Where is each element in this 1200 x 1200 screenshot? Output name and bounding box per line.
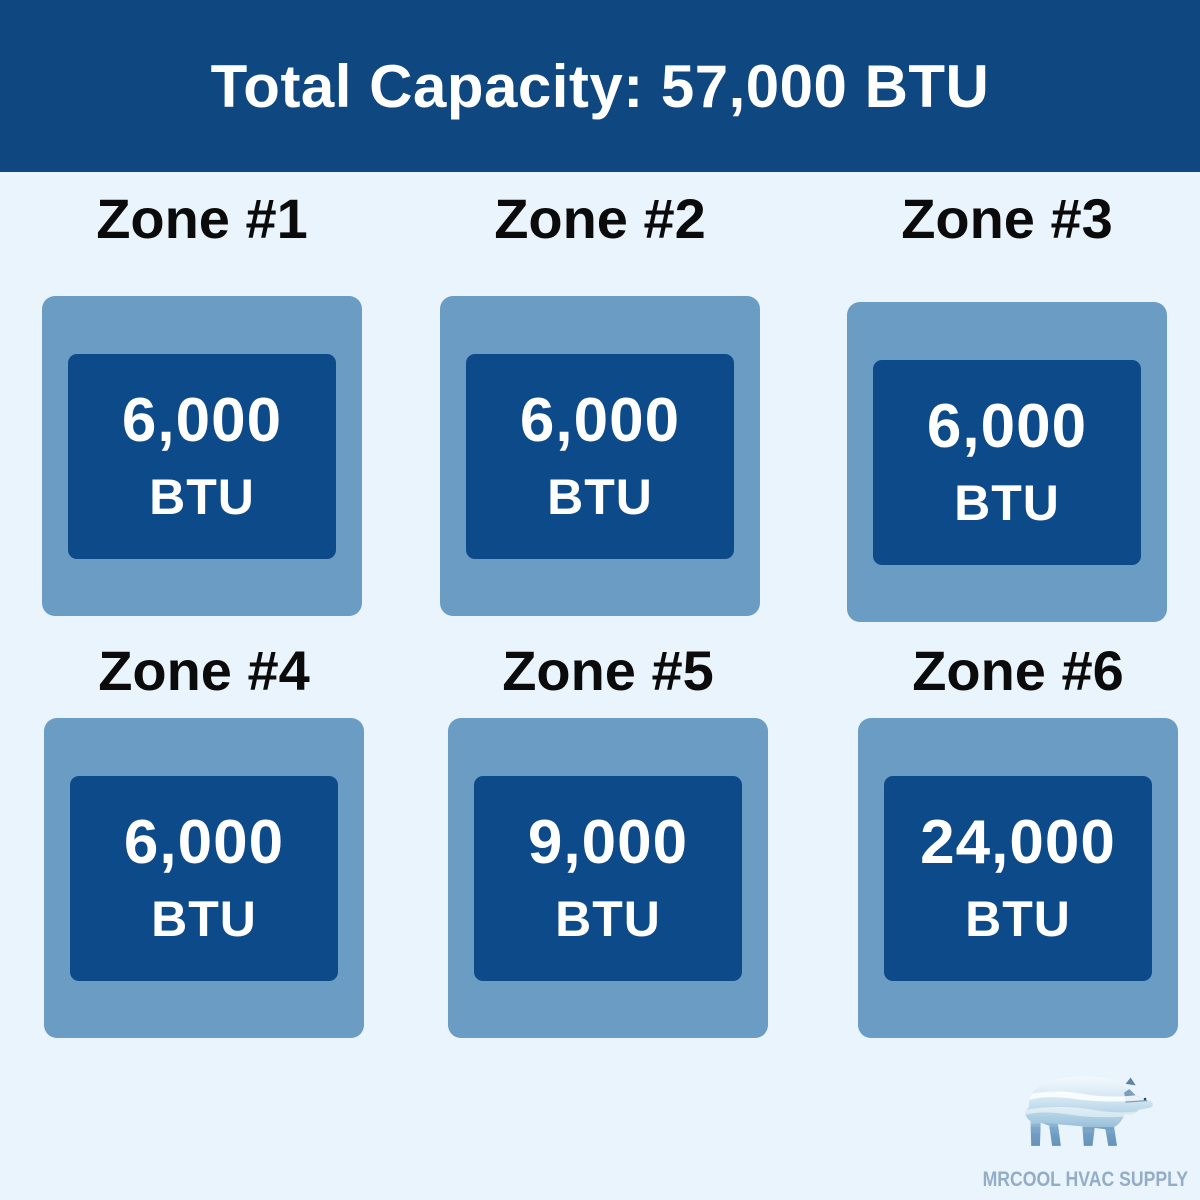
zone-capacity-plate: 9,000 BTU (474, 775, 742, 981)
zone-title: Zone #1 (96, 187, 308, 250)
zone-capacity-plate: 24,000 BTU (884, 775, 1152, 981)
header-bar: Total Capacity: 57,000 BTU (0, 0, 1200, 172)
brand-name: MRCOOL HVAC SUPPLY (982, 1168, 1189, 1191)
btu-value: 6,000 (926, 392, 1088, 461)
zone-card-6: Zone #6 24,000 BTU (858, 640, 1178, 1038)
zone-capacity-box: 24,000 BTU (858, 718, 1178, 1038)
btu-value: 6,000 (519, 386, 681, 455)
zone-title: Zone #3 (901, 187, 1113, 250)
zone-title: Zone #2 (494, 187, 706, 250)
zone-title: Zone #6 (912, 639, 1124, 702)
zone-card-2: Zone #2 6,000 BTU (440, 188, 760, 616)
btu-value: 9,000 (527, 808, 689, 877)
btu-value: 6,000 (123, 808, 285, 877)
zone-capacity-plate: 6,000 BTU (70, 775, 338, 981)
btu-unit: BTU (954, 475, 1060, 531)
zone-card-3: Zone #3 6,000 BTU (847, 188, 1167, 622)
btu-unit: BTU (149, 469, 255, 525)
zone-capacity-box: 6,000 BTU (42, 296, 362, 616)
zone-capacity-box: 6,000 BTU (440, 296, 760, 616)
zone-title: Zone #4 (98, 639, 310, 702)
btu-value: 24,000 (920, 808, 1116, 877)
zone-capacity-plate: 6,000 BTU (68, 353, 336, 559)
zone-capacity-box: 9,000 BTU (448, 718, 768, 1038)
btu-value: 6,000 (121, 386, 283, 455)
btu-unit: BTU (151, 891, 257, 947)
zone-card-1: Zone #1 6,000 BTU (42, 188, 362, 616)
zone-capacity-box: 6,000 BTU (44, 718, 364, 1038)
zone-capacity-plate: 6,000 BTU (466, 353, 734, 559)
btu-unit: BTU (555, 891, 661, 947)
btu-unit: BTU (965, 891, 1071, 947)
btu-unit: BTU (547, 469, 653, 525)
zone-card-4: Zone #4 6,000 BTU (44, 640, 364, 1038)
zone-capacity-plate: 6,000 BTU (873, 359, 1141, 565)
zone-title: Zone #5 (502, 639, 714, 702)
polar-bear-icon (1024, 1076, 1153, 1146)
page-title: Total Capacity: 57,000 BTU (210, 52, 990, 120)
zone-capacity-box: 6,000 BTU (847, 302, 1167, 622)
brand-logo: MRCOOL HVAC SUPPLY (983, 1058, 1188, 1192)
zone-card-5: Zone #5 9,000 BTU (448, 640, 768, 1038)
